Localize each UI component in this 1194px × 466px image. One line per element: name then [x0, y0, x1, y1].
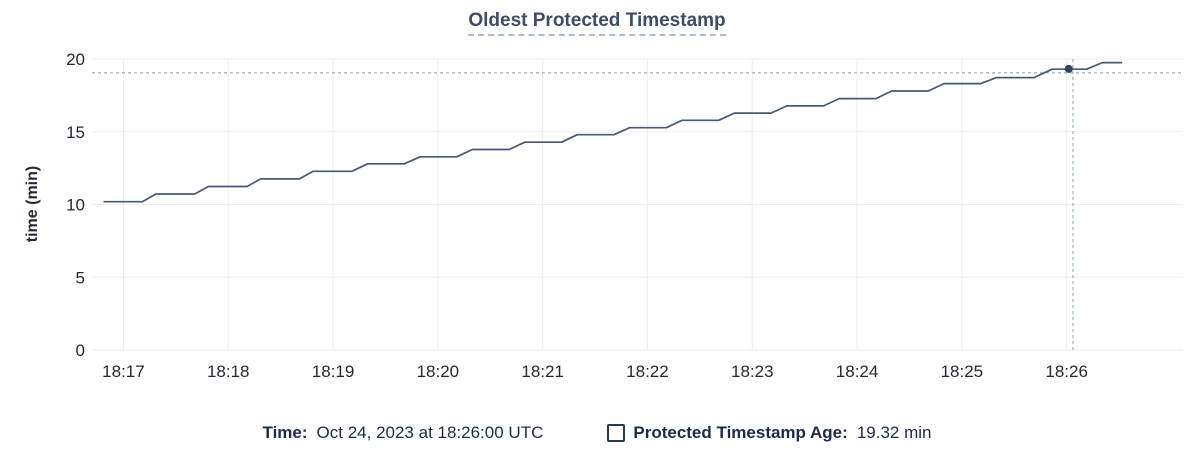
- legend-series-label: Protected Timestamp Age:: [633, 423, 848, 442]
- x-tick-label: 18:18: [207, 362, 250, 381]
- hover-dot: [1064, 64, 1073, 73]
- y-tick-label: 10: [66, 196, 85, 215]
- x-tick-label: 18:24: [836, 362, 879, 381]
- series-checkbox-icon[interactable]: [607, 424, 626, 442]
- x-tick-label: 18:26: [1045, 362, 1088, 381]
- chart-header: Oldest Protected Timestamp: [0, 10, 1194, 36]
- y-tick-label: 15: [66, 123, 85, 142]
- y-tick-label: 5: [76, 268, 85, 287]
- x-tick-label: 18:25: [941, 362, 984, 381]
- chart-legend: Time: Oct 24, 2023 at 18:26:00 UTC Prote…: [0, 423, 1194, 443]
- legend-time: Time: Oct 24, 2023 at 18:26:00 UTC: [263, 423, 544, 443]
- x-tick-label: 18:17: [102, 362, 145, 381]
- y-tick-label: 20: [66, 50, 85, 69]
- legend-time-value: Oct 24, 2023 at 18:26:00 UTC: [316, 423, 544, 442]
- y-tick-label: 0: [76, 341, 85, 360]
- x-tick-label: 18:23: [731, 362, 774, 381]
- legend-series-value: 19.32 min: [856, 423, 932, 442]
- chart-title[interactable]: Oldest Protected Timestamp: [468, 10, 726, 36]
- legend-time-label: Time:: [262, 423, 308, 442]
- y-axis-label: time (min): [24, 165, 41, 243]
- x-tick-label: 18:19: [312, 362, 355, 381]
- legend-series-toggle[interactable]: Protected Timestamp Age: 19.32 min: [607, 423, 931, 443]
- x-tick-label: 18:21: [521, 362, 564, 381]
- series-line: [103, 61, 1123, 203]
- x-tick-label: 18:22: [626, 362, 669, 381]
- x-tick-label: 18:20: [417, 362, 460, 381]
